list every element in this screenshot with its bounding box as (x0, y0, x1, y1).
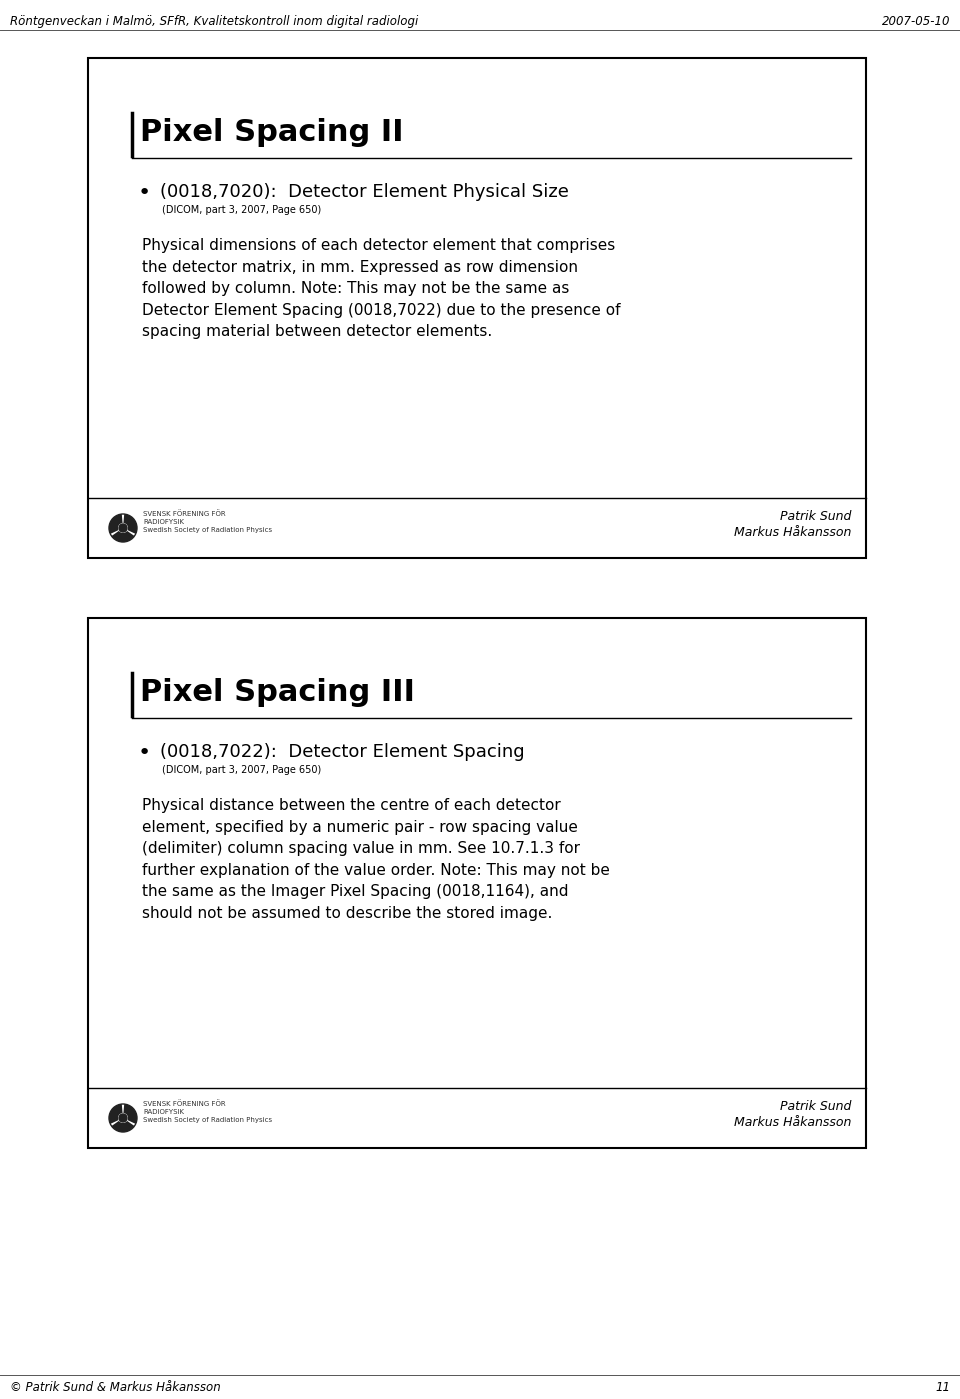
Circle shape (119, 525, 127, 532)
Wedge shape (109, 1104, 123, 1123)
Text: Pixel Spacing II: Pixel Spacing II (140, 118, 403, 147)
Text: Markus Håkansson: Markus Håkansson (733, 526, 851, 539)
Text: Pixel Spacing III: Pixel Spacing III (140, 679, 415, 706)
Text: SVENSK FÖRENING FÖR
RADIOFYSIK
Swedish Society of Radiation Physics: SVENSK FÖRENING FÖR RADIOFYSIK Swedish S… (143, 1100, 272, 1123)
Text: (0018,7020):  Detector Element Physical Size: (0018,7020): Detector Element Physical S… (160, 183, 569, 201)
Wedge shape (124, 513, 137, 534)
Text: Markus Håkansson: Markus Håkansson (733, 1116, 851, 1129)
Wedge shape (109, 513, 123, 534)
Text: Röntgenveckan i Malmö, SFfR, Kvalitetskontroll inom digital radiologi: Röntgenveckan i Malmö, SFfR, Kvalitetsko… (10, 15, 419, 28)
Text: (DICOM, part 3, 2007, Page 650): (DICOM, part 3, 2007, Page 650) (162, 206, 322, 215)
Text: 11: 11 (935, 1381, 950, 1393)
Bar (88, 57, 866, 558)
Circle shape (119, 1114, 127, 1122)
Wedge shape (111, 1121, 134, 1132)
Text: •: • (138, 183, 152, 203)
Text: (0018,7022):  Detector Element Spacing: (0018,7022): Detector Element Spacing (160, 743, 524, 761)
Bar (88, 618, 866, 1149)
Text: Physical dimensions of each detector element that comprises
the detector matrix,: Physical dimensions of each detector ele… (142, 238, 620, 340)
Wedge shape (124, 1104, 137, 1123)
Text: Patrik Sund: Patrik Sund (780, 511, 851, 523)
Text: Physical distance between the centre of each detector
element, specified by a nu: Physical distance between the centre of … (142, 797, 610, 921)
Text: SVENSK FÖRENING FÖR
RADIOFYSIK
Swedish Society of Radiation Physics: SVENSK FÖRENING FÖR RADIOFYSIK Swedish S… (143, 511, 272, 533)
Text: Patrik Sund: Patrik Sund (780, 1100, 851, 1114)
Text: (DICOM, part 3, 2007, Page 650): (DICOM, part 3, 2007, Page 650) (162, 765, 322, 775)
Text: •: • (138, 743, 152, 762)
Wedge shape (111, 530, 134, 541)
Text: 2007-05-10: 2007-05-10 (881, 15, 950, 28)
Text: © Patrik Sund & Markus Håkansson: © Patrik Sund & Markus Håkansson (10, 1381, 221, 1393)
